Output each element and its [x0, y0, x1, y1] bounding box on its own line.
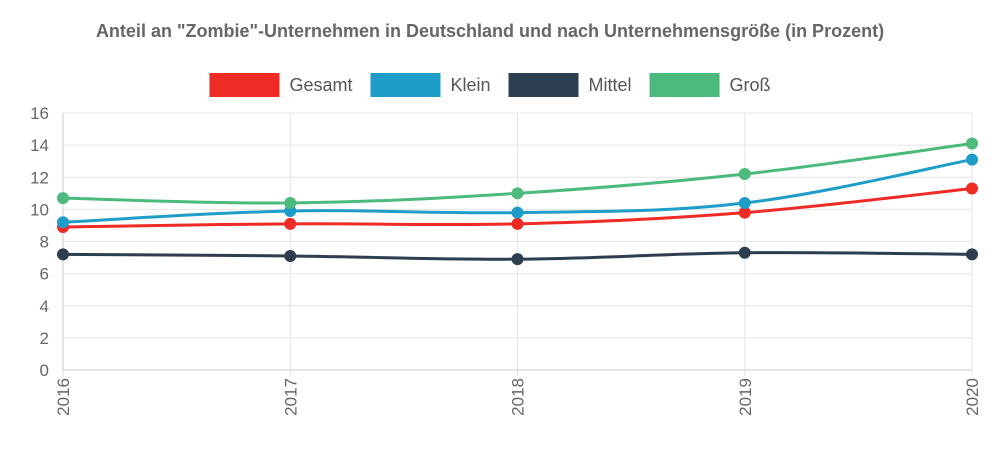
series-layer — [57, 137, 978, 266]
data-point-gross-2019[interactable] — [738, 168, 751, 181]
x-axis-ticks: 2016 2017 2018 2019 2020 — [54, 378, 982, 416]
y-tick-label: 10 — [30, 200, 49, 219]
data-point-mittel-2016[interactable] — [57, 248, 69, 261]
data-point-gross-2018[interactable] — [511, 187, 524, 200]
data-point-gesamt-2020[interactable] — [966, 182, 978, 195]
data-point-klein-2018[interactable] — [511, 206, 524, 219]
data-point-klein-2019[interactable] — [738, 196, 751, 209]
data-point-gesamt-2019[interactable] — [738, 206, 751, 219]
y-axis-ticks: 0 2 4 6 8 10 12 14 16 — [30, 104, 49, 380]
gridlines — [62, 112, 973, 376]
data-point-gross-2016[interactable] — [57, 192, 69, 205]
y-tick-label: 4 — [40, 297, 49, 316]
x-tick-label: 2017 — [281, 378, 300, 416]
y-tick-label: 6 — [40, 265, 49, 284]
x-tick-label: 2020 — [963, 378, 982, 416]
data-point-mittel-2017[interactable] — [284, 249, 297, 262]
y-tick-label: 12 — [30, 168, 49, 187]
legend-swatch — [508, 73, 579, 97]
legend-label: Mittel — [589, 75, 632, 95]
legend-swatch — [209, 73, 280, 97]
data-point-gross-2017[interactable] — [284, 196, 297, 209]
data-point-gesamt-2017[interactable] — [284, 217, 297, 230]
legend-item-mittel[interactable]: Mittel — [508, 73, 632, 97]
data-point-gross-2020[interactable] — [966, 137, 978, 150]
legend[interactable]: Gesamt Klein Mittel Groß — [209, 73, 771, 97]
axes — [62, 113, 972, 371]
y-tick-label: 8 — [40, 233, 49, 252]
data-point-klein-2016[interactable] — [57, 216, 69, 229]
legend-item-gross[interactable]: Groß — [649, 73, 771, 97]
legend-item-gesamt[interactable]: Gesamt — [209, 73, 352, 97]
legend-label: Klein — [450, 75, 490, 95]
y-tick-label: 16 — [30, 104, 49, 123]
data-point-mittel-2019[interactable] — [738, 246, 751, 259]
legend-label: Gesamt — [289, 75, 352, 95]
x-tick-label: 2019 — [736, 378, 755, 416]
x-tick-label: 2018 — [509, 378, 528, 416]
y-tick-label: 14 — [30, 136, 49, 155]
data-point-klein-2020[interactable] — [966, 153, 978, 166]
legend-swatch — [370, 73, 441, 97]
series-mittel — [57, 246, 978, 266]
data-point-gesamt-2018[interactable] — [511, 217, 524, 230]
x-tick-label: 2016 — [54, 378, 73, 416]
legend-swatch — [649, 73, 720, 97]
series-gross — [57, 137, 978, 209]
data-point-mittel-2018[interactable] — [511, 253, 524, 266]
legend-label: Groß — [730, 75, 771, 95]
y-tick-label: 0 — [40, 361, 49, 380]
legend-item-klein[interactable]: Klein — [370, 73, 491, 97]
data-point-mittel-2020[interactable] — [966, 248, 978, 261]
chart-title: Anteil an "Zombie"-Unternehmen in Deutsc… — [96, 21, 884, 41]
y-tick-label: 2 — [40, 329, 49, 348]
